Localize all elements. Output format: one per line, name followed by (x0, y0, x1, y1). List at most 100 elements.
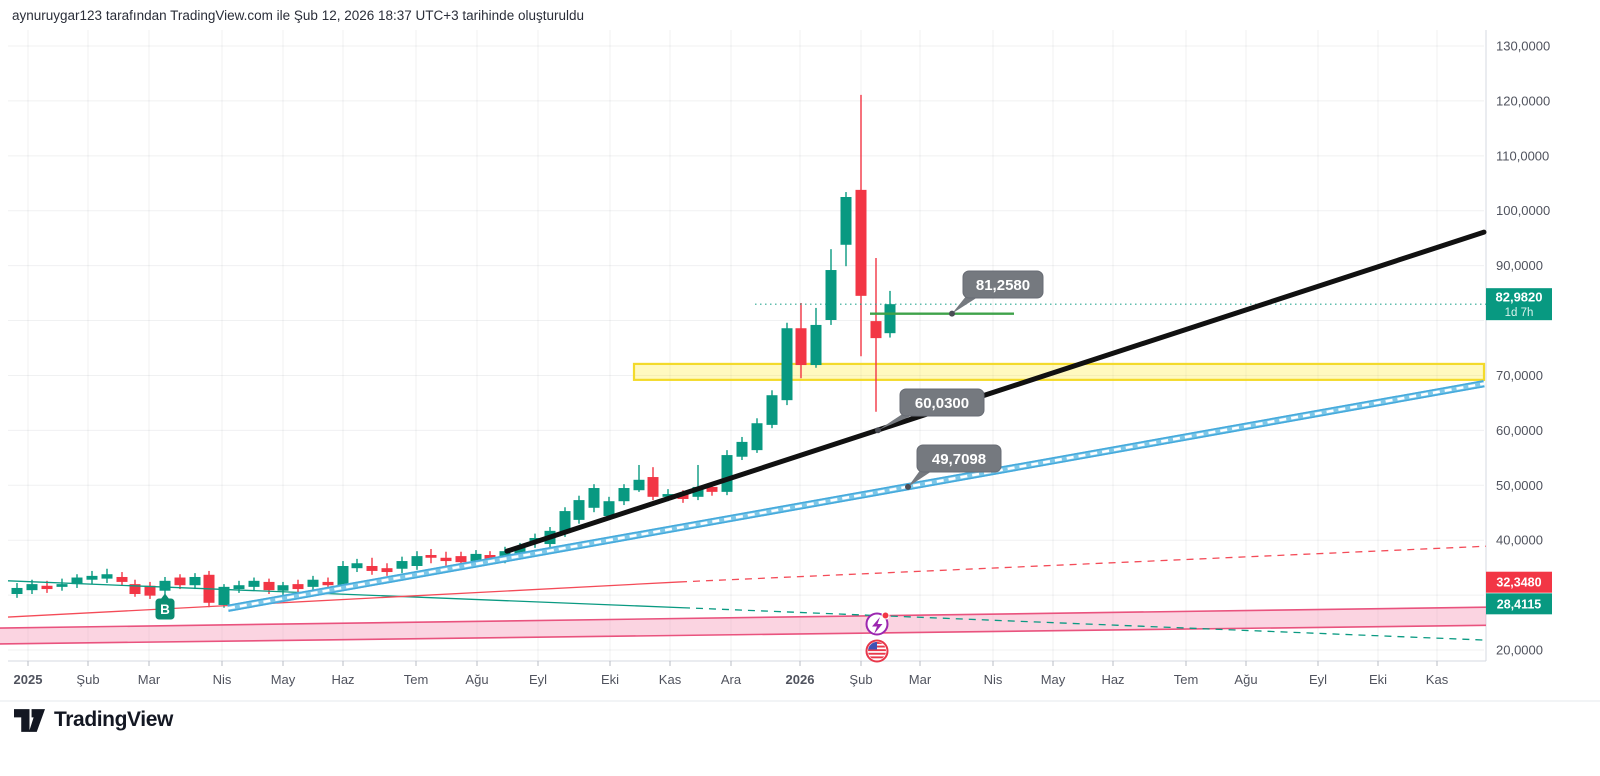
candle-body (647, 477, 659, 497)
svg-text:B: B (160, 602, 170, 617)
tradingview-logo-icon (14, 708, 45, 732)
x-axis-label: 2026 (786, 672, 815, 687)
candle-body (101, 574, 113, 579)
svg-text:60,0300: 60,0300 (915, 395, 969, 412)
svg-text:49,7098: 49,7098 (932, 451, 986, 468)
svg-text:1d 7h: 1d 7h (1505, 307, 1534, 319)
candle-body (573, 500, 585, 520)
candle-body (337, 565, 349, 587)
y-axis-label: 60,0000 (1496, 423, 1543, 438)
footer: TradingView (14, 708, 173, 732)
black-trend-line[interactable] (504, 229, 1487, 554)
candle-body (677, 494, 689, 500)
x-axis-label: Kas (659, 672, 682, 687)
candle-body (810, 324, 822, 366)
x-axis-label: Ağu (1234, 672, 1257, 687)
candle-body (292, 584, 304, 590)
x-axis-label: Haz (331, 672, 354, 687)
candle-body (159, 580, 171, 591)
pink-band-top-border[interactable] (0, 606, 1487, 629)
x-axis-label: May (271, 672, 296, 687)
candle-body (425, 555, 437, 558)
candle-body (514, 546, 526, 556)
candle-body (248, 580, 260, 587)
x-axis-label: Mar (909, 672, 932, 687)
candle-body (86, 575, 98, 580)
candle-body (633, 479, 645, 491)
x-axis-label: Tem (1174, 672, 1199, 687)
candle-body (218, 586, 230, 605)
pink-channel-band[interactable] (0, 607, 1486, 644)
green-level-label: 28,4115 (1486, 593, 1552, 615)
candle-body (781, 328, 793, 401)
candle-body (71, 577, 83, 585)
x-axis-label: 2025 (14, 672, 43, 687)
candle-body (751, 423, 763, 451)
candle-body (366, 565, 378, 571)
candle-body (322, 581, 334, 586)
y-axis-label: 50,0000 (1496, 478, 1543, 493)
x-axis-label: Eki (1369, 672, 1387, 687)
pink-band-bottom-border[interactable] (0, 624, 1487, 645)
candle-body (440, 557, 452, 562)
y-axis-label: 70,0000 (1496, 368, 1543, 383)
candle-body (825, 270, 837, 321)
svg-text:82,9820: 82,9820 (1496, 290, 1543, 305)
y-axis-label: 20,0000 (1496, 643, 1543, 658)
x-axis-label: Eyl (1309, 672, 1327, 687)
red-regression-line[interactable] (7, 581, 681, 618)
candle-body (174, 577, 186, 586)
candle-body (307, 579, 319, 587)
x-axis-label: Eyl (529, 672, 547, 687)
callout-60-0300[interactable]: 60,0300 (875, 388, 985, 434)
candle-body (56, 584, 68, 587)
candle-body (116, 576, 128, 582)
lightning-event-icon[interactable] (865, 611, 890, 636)
teal-regression-line[interactable] (7, 580, 684, 609)
x-axis-label: Eki (601, 672, 619, 687)
candle-body (396, 561, 408, 569)
candle-body (721, 455, 733, 492)
candle-body (692, 486, 704, 497)
red-regression-projection[interactable] (679, 545, 1487, 583)
callout-81-2580[interactable]: 81,2580 (949, 270, 1044, 317)
candle-body (189, 576, 201, 586)
buy-marker[interactable]: B (155, 593, 175, 620)
y-axis-label: 100,0000 (1496, 203, 1550, 218)
candle-body (795, 328, 807, 366)
tradingview-logo-text: TradingView (54, 708, 173, 731)
attribution-text: aynuruygar123 tarafından TradingView.com… (12, 8, 584, 23)
candle-body (618, 488, 630, 502)
tradingview-logo[interactable]: TradingView (14, 708, 173, 732)
candle-body (144, 585, 156, 596)
x-axis-label: Tem (404, 672, 429, 687)
y-axis-label: 40,0000 (1496, 533, 1543, 548)
candle-body (26, 584, 38, 591)
x-axis-label: May (1041, 672, 1066, 687)
candle-body (484, 555, 496, 559)
y-axis-label: 110,0000 (1496, 148, 1549, 163)
candle-body (470, 553, 482, 562)
candle-body (455, 556, 467, 563)
svg-text:32,3480: 32,3480 (1496, 576, 1541, 590)
candle-body (411, 556, 423, 566)
x-axis-label: Nis (984, 672, 1003, 687)
x-axis-label: Şub (76, 672, 99, 687)
callout-49-7098[interactable]: 49,7098 (905, 444, 1002, 490)
candle-body (263, 581, 275, 591)
candle-body (736, 441, 748, 457)
blue-trend-line[interactable] (227, 380, 1485, 612)
candle-body (11, 587, 23, 595)
teal-regression-projection[interactable] (682, 607, 1487, 641)
x-axis-label: Haz (1101, 672, 1124, 687)
candle-body (588, 488, 600, 508)
candle-body (233, 585, 245, 590)
candle-body (277, 585, 289, 591)
y-axis-label: 90,0000 (1496, 258, 1543, 273)
us-flag-event-icon[interactable] (865, 639, 889, 663)
candle-body (840, 197, 852, 245)
y-axis-label: 120,0000 (1496, 93, 1550, 108)
svg-text:81,2580: 81,2580 (976, 277, 1030, 294)
candle-body (41, 585, 53, 590)
